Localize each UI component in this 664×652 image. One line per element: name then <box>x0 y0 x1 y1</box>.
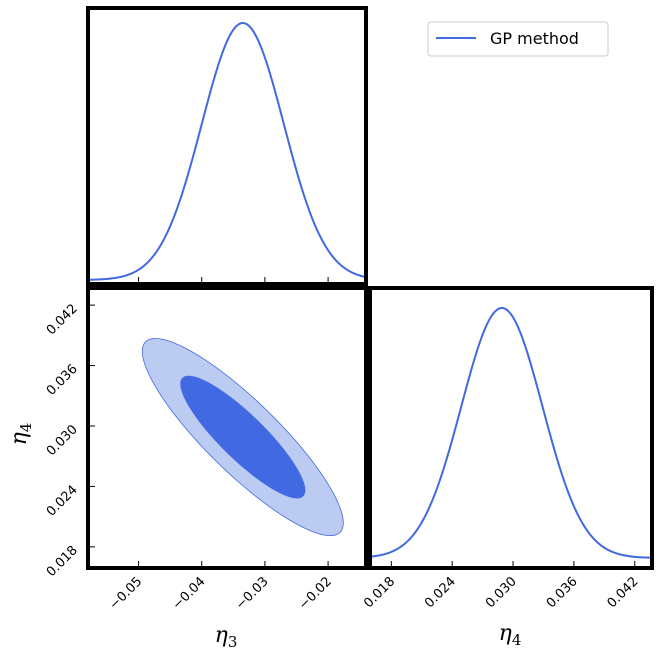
marginal-eta4-curve <box>369 307 653 559</box>
marginal-eta4-tick-label: 0.018 <box>361 574 398 611</box>
x-axis-label-eta3-symbol: η <box>215 623 228 648</box>
marginal-eta4-tick-label: 0.024 <box>422 574 459 611</box>
x-axis-label-eta4-subscript: 4 <box>512 631 522 649</box>
panel-marginal-eta3-frame <box>86 6 368 286</box>
joint-x-tick-label: −0.04 <box>170 574 209 613</box>
marginal-eta4-tick-label: 0.042 <box>605 574 642 611</box>
panel-marginal-eta4-frame <box>368 286 654 570</box>
contour-68 <box>180 375 306 499</box>
legend-box <box>427 21 609 57</box>
joint-y-tick-label: 0.042 <box>44 301 81 338</box>
y-axis-label-eta4: η4 <box>7 423 35 446</box>
joint-y-tick-label: 0.024 <box>44 483 81 520</box>
joint-x-tick-label: −0.03 <box>233 574 272 613</box>
joint-y-tick-label: 0.036 <box>44 362 81 399</box>
marginal-eta3-curve <box>87 22 367 281</box>
legend-label: GP method <box>490 29 579 48</box>
x-axis-label-eta3: η3 <box>215 623 238 651</box>
marginal-eta4-tick-label: 0.036 <box>544 574 581 611</box>
joint-x-tick-label: −0.05 <box>107 574 146 613</box>
joint-y-tick-label: 0.018 <box>44 543 81 580</box>
panel-joint-frame <box>86 286 368 570</box>
joint-x-tick-label: −0.02 <box>296 574 335 613</box>
y-axis-label-eta4-subscript: 4 <box>17 423 35 433</box>
x-axis-label-eta3-subscript: 3 <box>228 633 238 651</box>
x-axis-label-eta4-symbol: η <box>499 621 512 646</box>
marginal-eta4-tick-label: 0.030 <box>483 574 520 611</box>
x-axis-label-eta4: η4 <box>499 621 522 649</box>
y-axis-label-eta4-symbol: η <box>7 432 32 445</box>
joint-y-tick-label: 0.030 <box>44 422 81 459</box>
